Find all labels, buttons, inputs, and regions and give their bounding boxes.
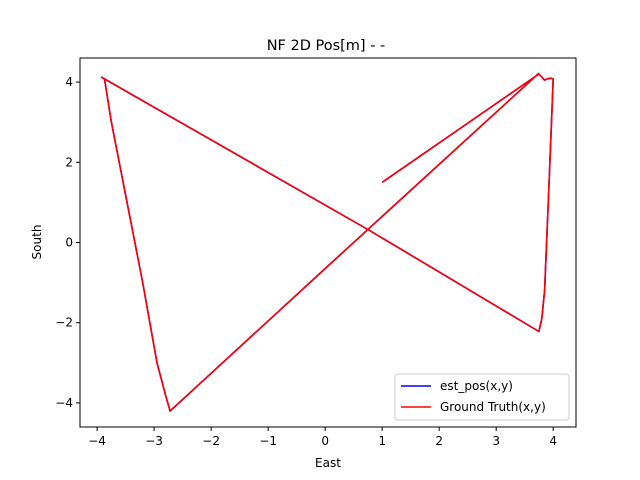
legend-label-ground-truth: Ground Truth(x,y) (440, 400, 546, 414)
y-axis-label: South (30, 225, 44, 260)
x-tick-label: −4 (88, 434, 106, 448)
y-tick-label: 0 (65, 236, 73, 250)
x-tick-label: 4 (549, 434, 557, 448)
plot-area (80, 58, 576, 427)
x-tick-label: 1 (378, 434, 386, 448)
x-tick-label: −3 (145, 434, 163, 448)
y-tick-label: 2 (65, 155, 73, 169)
y-tick-label: 4 (65, 75, 73, 89)
plot-background (80, 58, 576, 427)
x-tick-label: 2 (435, 434, 443, 448)
legend-label-est-pos: est_pos(x,y) (440, 379, 513, 393)
legend: est_pos(x,y) Ground Truth(x,y) (395, 374, 569, 420)
y-tick-label: −4 (55, 396, 73, 410)
x-tick-label: 3 (492, 434, 500, 448)
x-tick-label: 0 (321, 434, 329, 448)
x-tick-label: −2 (202, 434, 220, 448)
x-axis-label: East (315, 456, 341, 470)
y-tick-label: −2 (55, 316, 73, 330)
chart-title: NF 2D Pos[m] - - (267, 38, 386, 54)
x-tick-label: −1 (259, 434, 277, 448)
